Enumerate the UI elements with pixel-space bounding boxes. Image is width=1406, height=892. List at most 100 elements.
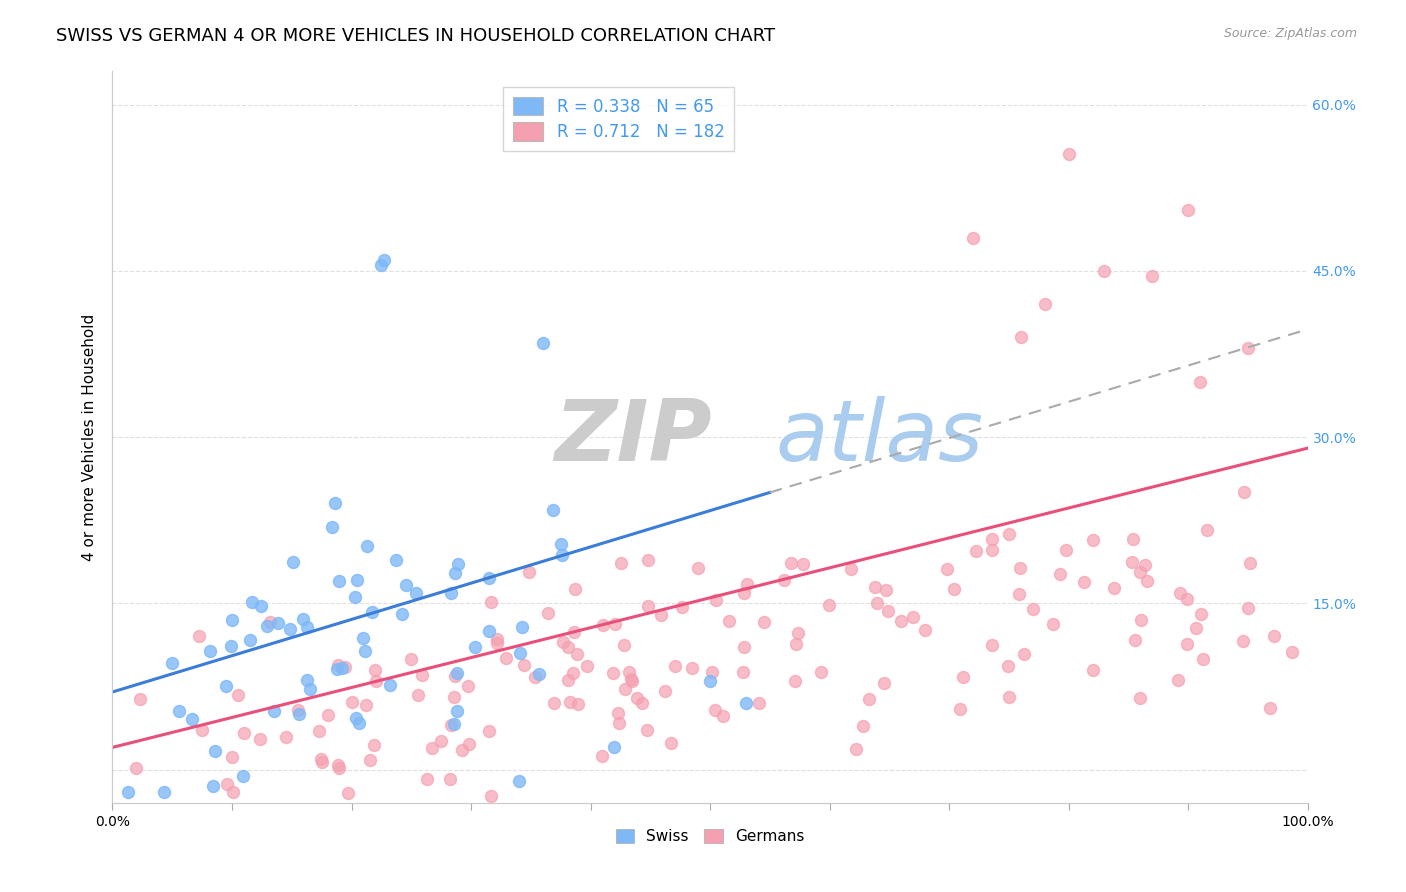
Point [280,622,302,636]
Point [875,583,897,598]
Point [866,596,889,610]
Point [184,806,207,821]
Point [287,703,309,717]
Point [308,723,330,738]
Point [1073,574,1095,589]
Point [444,669,467,683]
Point [997,659,1019,673]
Point [529,666,551,681]
Point [592,617,614,632]
Point [605,616,627,631]
Point [486,632,509,646]
Point [219,640,242,654]
Point [962,230,984,244]
Point [810,665,832,679]
Point [541,503,564,517]
Point [585,807,607,822]
Point [325,662,347,676]
Point [890,614,912,628]
Point [337,786,360,800]
Point [129,692,152,706]
Point [444,566,467,580]
Point [557,673,579,687]
Point [1136,574,1159,589]
Point [283,555,305,569]
Point [952,670,974,684]
Point [1189,375,1212,389]
Point [181,712,204,726]
Point [344,711,367,725]
Point [295,620,318,634]
Point [160,656,183,670]
Point [949,701,972,715]
Point [537,607,560,621]
Point [406,689,429,703]
Point [221,750,243,764]
Point [450,743,472,757]
Point [1232,633,1254,648]
Point [613,638,636,652]
Point [478,571,501,585]
Point [877,604,900,618]
Point [772,573,794,587]
Point [395,578,418,592]
Point [328,761,350,775]
Point [347,716,370,731]
Point [735,696,758,710]
Point [863,580,886,594]
Point [363,738,385,752]
Point [817,598,839,612]
Point [602,666,624,681]
Point [479,789,502,803]
Point [699,673,721,688]
Point [785,637,807,651]
Point [1008,587,1031,601]
Point [222,785,245,799]
Point [471,818,494,832]
Point [1042,617,1064,632]
Point [531,335,554,350]
Point [152,785,174,799]
Point [328,574,350,589]
Point [1258,700,1281,714]
Point [613,682,636,697]
Point [440,718,463,732]
Point [291,612,314,626]
Point [551,548,574,562]
Point [1237,342,1260,356]
Point [444,804,467,818]
Point [1104,582,1126,596]
Point [1123,633,1146,648]
Point [330,661,353,675]
Point [610,556,633,570]
Point [1049,566,1071,581]
Point [654,683,676,698]
Point [239,633,262,648]
Point [564,582,586,597]
Point [263,704,285,718]
Point [1239,556,1261,570]
Point [748,696,770,710]
Point [557,640,579,654]
Point [845,741,868,756]
Point [447,558,470,572]
Point [335,660,357,674]
Point [354,698,377,712]
Point [733,586,755,600]
Point [703,703,725,717]
Point [565,647,588,661]
Point [575,659,598,673]
Point [1233,484,1256,499]
Point [318,707,340,722]
Point [631,696,654,710]
Point [1175,592,1198,607]
Point [553,635,575,649]
Point [201,779,224,793]
Point [664,659,686,673]
Point [405,586,427,600]
Point [221,613,243,627]
Point [1133,558,1156,573]
Point [1184,621,1206,635]
Point [509,646,531,660]
Point [1012,647,1035,661]
